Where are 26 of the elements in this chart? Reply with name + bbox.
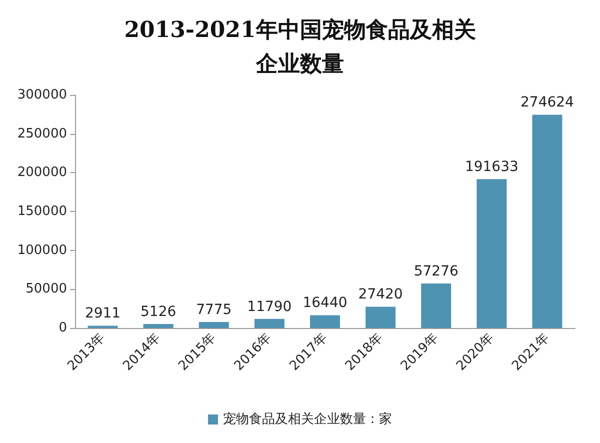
bar <box>366 306 396 328</box>
bar <box>532 114 562 328</box>
bar <box>254 318 284 328</box>
data-label: 16440 <box>302 295 348 312</box>
bar <box>310 315 340 328</box>
data-label: 2911 <box>84 306 121 322</box>
data-label: 57276 <box>414 264 458 280</box>
bar <box>421 284 452 328</box>
y-tick-label: 300000 <box>17 88 67 102</box>
y-tick-label: 50000 <box>26 282 67 297</box>
y-tick-label: 150000 <box>17 204 67 219</box>
bar <box>198 322 229 328</box>
y-tick-label: 200000 <box>17 165 67 180</box>
data-label: 11790 <box>247 298 292 315</box>
data-label: 274624 <box>520 94 574 111</box>
y-tick-label: 250000 <box>17 126 67 142</box>
chart-title: 2013-2021年中国宠物食品及相关企业数量 <box>124 17 476 77</box>
data-label: 7775 <box>196 302 232 318</box>
bar <box>476 179 507 328</box>
legend-label: 宠物食品及相关企业数量：家 <box>223 411 392 427</box>
bar <box>143 324 174 328</box>
y-tick-label: 100000 <box>17 242 67 258</box>
data-label: 191633 <box>464 159 518 176</box>
data-label: 5126 <box>140 304 176 320</box>
data-label: 27420 <box>358 286 403 303</box>
y-tick-label: 0 <box>58 320 67 336</box>
